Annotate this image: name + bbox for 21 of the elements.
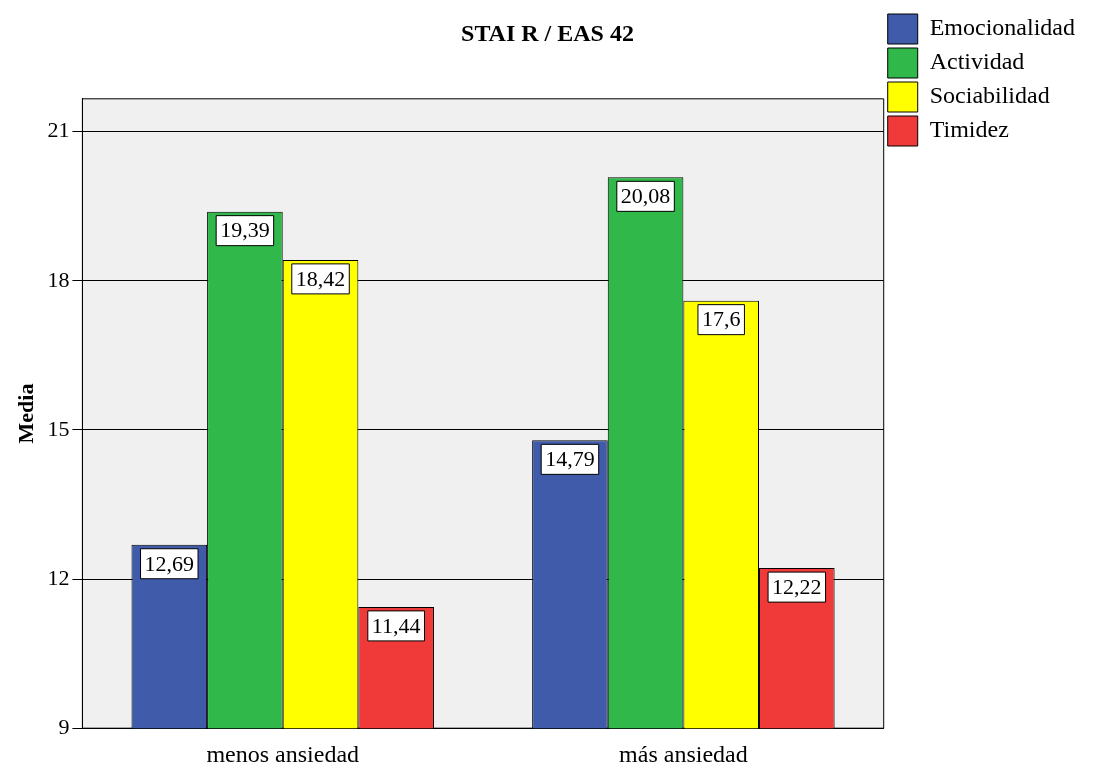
y-tick-label: 21 [47, 117, 70, 143]
y-tick-label: 9 [58, 713, 70, 739]
data-label: 20,08 [620, 183, 671, 209]
y-tick-label: 12 [47, 564, 70, 590]
data-label: 18,42 [295, 265, 346, 291]
data-label: 14,79 [545, 446, 595, 472]
x-tick-label: menos ansiedad [206, 740, 360, 767]
legend-label: Timidez [929, 116, 1009, 143]
x-tick-label: más ansiedad [619, 740, 748, 767]
legend-label: Sociabilidad [929, 82, 1050, 109]
legend-label: Emocionalidad [929, 14, 1076, 41]
y-axis-title: Media [12, 383, 38, 444]
y-tick-label: 18 [47, 266, 70, 292]
data-label: 11,44 [371, 612, 421, 638]
chart-title: STAI R / EAS 42 [461, 19, 634, 46]
data-label: 17,6 [701, 306, 741, 332]
data-label: 12,22 [772, 573, 822, 599]
y-tick-label: 15 [47, 415, 70, 441]
data-label: 19,39 [220, 217, 270, 243]
legend-label: Actividad [929, 48, 1025, 75]
data-label: 12,69 [144, 550, 195, 576]
